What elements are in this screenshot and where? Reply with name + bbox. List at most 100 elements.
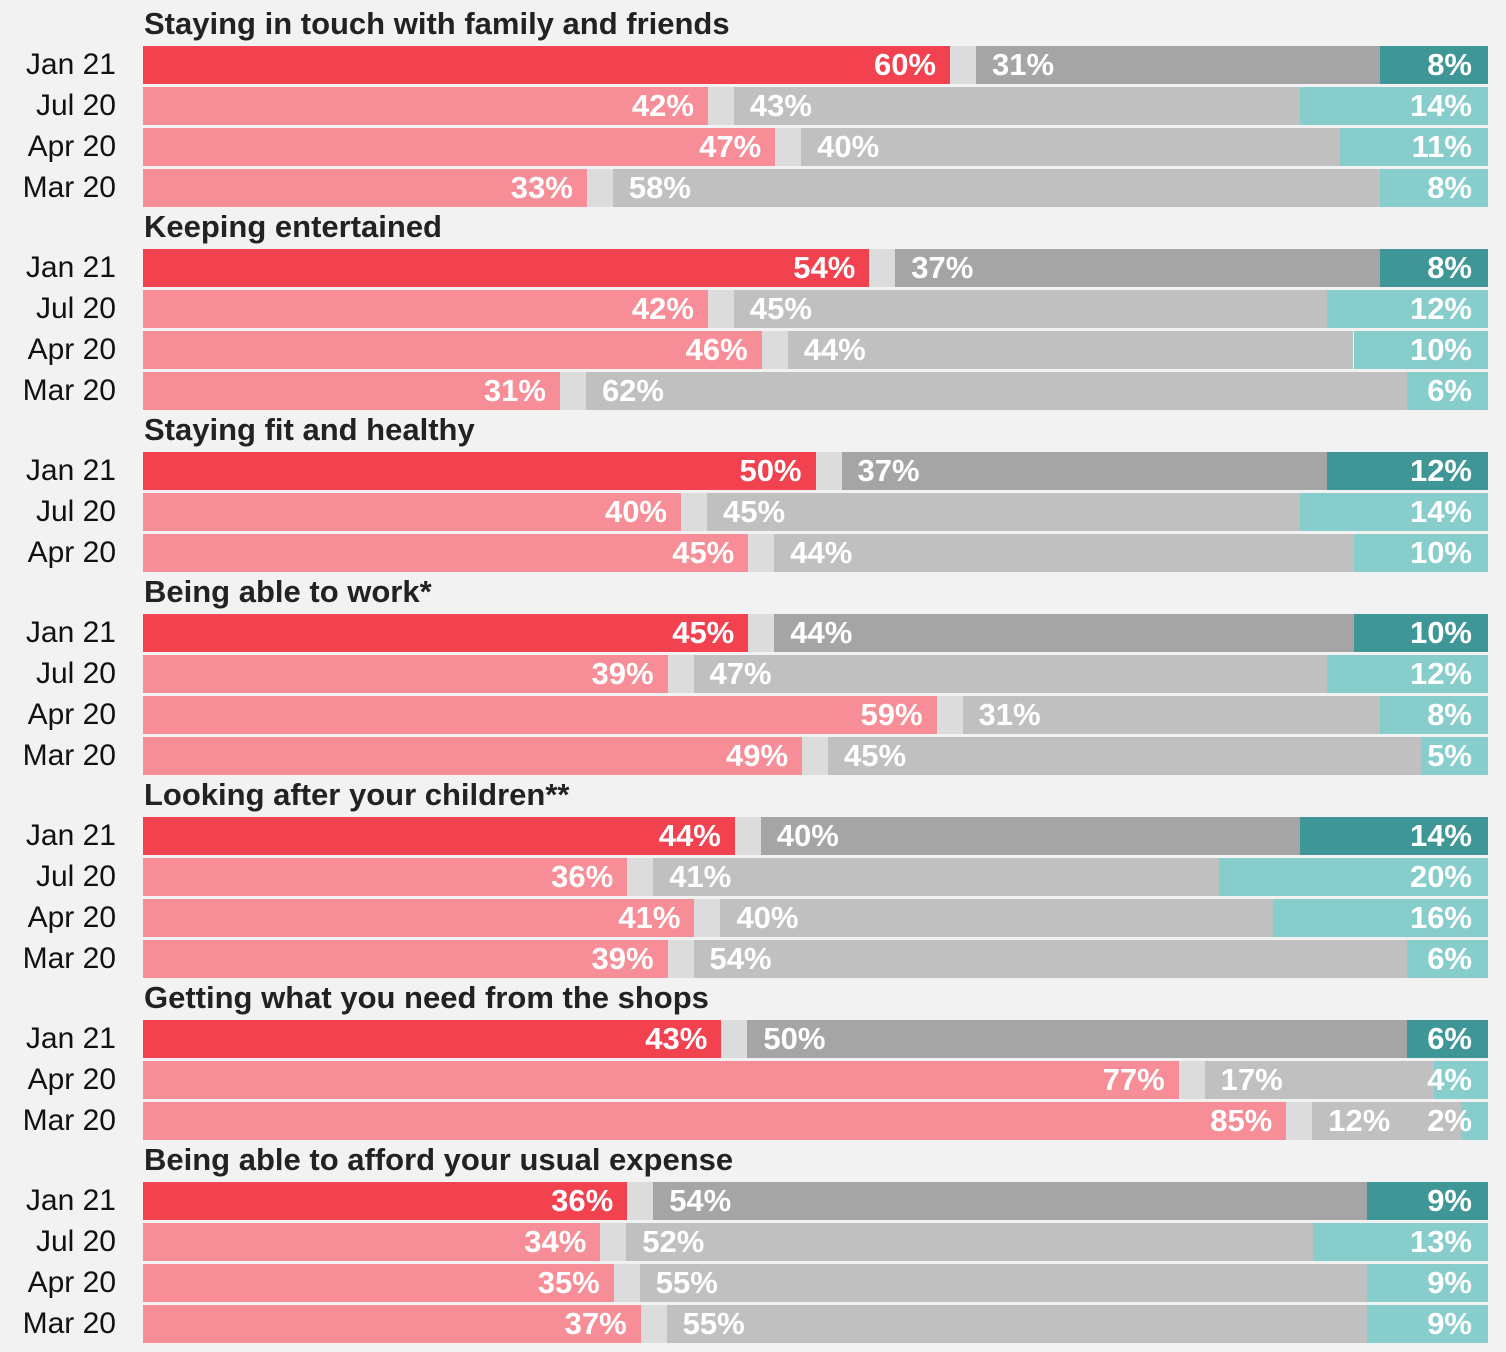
row-label: Jan 21	[25, 1022, 116, 1055]
row-label: Mar 20	[22, 1307, 116, 1340]
row-label: Jan 21	[25, 819, 116, 852]
bar-segment-gap	[748, 534, 775, 572]
data-label-neutral: 40%	[736, 900, 799, 935]
data-label-positive: 36%	[551, 1183, 614, 1218]
bar-segment-negative	[1353, 331, 1488, 369]
bar-segment-neutral	[666, 1305, 1367, 1343]
bar-segment-positive	[143, 1305, 641, 1343]
row-label: Jul 20	[35, 657, 116, 690]
bar-segment-neutral	[612, 169, 1381, 207]
bar-segment-gap	[734, 817, 761, 855]
row-label: Jan 21	[25, 616, 116, 649]
data-label-neutral: 37%	[857, 453, 920, 488]
row-label: Jul 20	[35, 495, 116, 528]
data-label-negative: 10%	[1409, 332, 1472, 367]
data-label-neutral: 31%	[992, 47, 1055, 82]
row-label: Jan 21	[25, 454, 116, 487]
bar-segment-gap	[1178, 1061, 1205, 1099]
bar-segment-neutral	[1312, 1102, 1462, 1140]
bar-segment-positive	[143, 249, 870, 287]
row-label: Mar 20	[22, 171, 116, 204]
data-label-positive: 34%	[524, 1224, 587, 1259]
group-title: Being able to work*	[144, 574, 432, 609]
row-label: Apr 20	[27, 1063, 116, 1096]
group-title: Keeping entertained	[144, 209, 442, 244]
data-label-negative: 6%	[1427, 1021, 1472, 1056]
bar-segment-gap	[721, 1020, 748, 1058]
bar-segment-negative	[1366, 1182, 1488, 1220]
bar-segment-neutral	[693, 940, 1408, 978]
data-label-positive: 42%	[631, 291, 694, 326]
bar-segment-positive	[143, 331, 762, 369]
data-label-negative: 12%	[1409, 291, 1472, 326]
group-title: Staying fit and healthy	[144, 412, 475, 447]
data-label-positive: 42%	[631, 88, 694, 123]
data-label-negative: 6%	[1427, 373, 1472, 408]
bar-segment-positive	[143, 1020, 722, 1058]
data-label-neutral: 41%	[669, 859, 732, 894]
row-label: Mar 20	[22, 1104, 116, 1137]
bar-segment-negative	[1353, 534, 1488, 572]
data-label-neutral: 44%	[790, 615, 853, 650]
bar-segment-neutral	[585, 372, 1408, 410]
bar-segment-neutral	[774, 614, 1354, 652]
bar-segment-negative	[1407, 372, 1488, 410]
bar-segment-gap	[748, 614, 775, 652]
data-label-negative: 14%	[1409, 818, 1472, 853]
data-label-positive: 49%	[726, 738, 789, 773]
bar-segment-positive	[143, 493, 681, 531]
row-label: Apr 20	[27, 698, 116, 731]
bar-segment-negative	[1326, 452, 1488, 490]
bar-segment-gap	[640, 1305, 667, 1343]
row-label: Mar 20	[22, 374, 116, 407]
data-label-positive: 35%	[537, 1265, 600, 1300]
bar-segment-positive	[143, 817, 735, 855]
data-label-negative: 9%	[1427, 1306, 1472, 1341]
data-label-positive: 43%	[645, 1021, 708, 1056]
row-label: Jul 20	[35, 292, 116, 325]
row-label: Apr 20	[27, 901, 116, 934]
bar-segment-gap	[694, 899, 721, 937]
data-label-neutral: 45%	[844, 738, 907, 773]
data-label-positive: 59%	[860, 697, 923, 732]
bar-segment-neutral	[760, 817, 1300, 855]
bar-segment-positive	[143, 452, 816, 490]
data-label-positive: 40%	[604, 494, 667, 529]
data-label-neutral: 37%	[911, 250, 974, 285]
group-title: Looking after your children**	[144, 777, 570, 812]
bar-segment-neutral	[828, 737, 1421, 775]
bar-segment-negative	[1407, 1020, 1488, 1058]
group-title: Getting what you need from the shops	[144, 980, 709, 1015]
bar-segment-gap	[627, 858, 654, 896]
data-label-positive: 60%	[873, 47, 936, 82]
bar-segment-gap	[613, 1264, 640, 1302]
bar-segment-negative	[1380, 696, 1488, 734]
data-label-negative: 13%	[1409, 1224, 1472, 1259]
bar-segment-neutral	[639, 1264, 1367, 1302]
data-label-positive: 33%	[510, 170, 573, 205]
row-label: Apr 20	[27, 333, 116, 366]
bar-segment-neutral	[747, 1020, 1408, 1058]
data-label-negative: 10%	[1409, 535, 1472, 570]
data-label-negative: 6%	[1427, 941, 1472, 976]
data-label-neutral: 45%	[723, 494, 786, 529]
data-label-neutral: 44%	[790, 535, 853, 570]
bar-segment-gap	[775, 128, 802, 166]
bar-segment-negative	[1299, 493, 1488, 531]
data-label-neutral: 40%	[776, 818, 839, 853]
data-label-positive: 47%	[699, 129, 762, 164]
data-label-positive: 41%	[618, 900, 681, 935]
bar-segment-gap	[559, 372, 586, 410]
bar-segment-negative	[1313, 1223, 1488, 1261]
bar-segment-gap	[600, 1223, 627, 1261]
bar-segment-gap	[1286, 1102, 1313, 1140]
bar-segment-neutral	[653, 858, 1219, 896]
bar-segment-neutral	[801, 128, 1341, 166]
bar-segment-gap	[802, 737, 829, 775]
bar-segment-positive	[143, 1102, 1287, 1140]
bar-segment-positive	[143, 1264, 614, 1302]
row-label: Jan 21	[25, 1184, 116, 1217]
bar-segment-neutral	[733, 87, 1300, 125]
bar-segment-negative	[1407, 940, 1488, 978]
bar-segment-neutral	[774, 534, 1354, 572]
